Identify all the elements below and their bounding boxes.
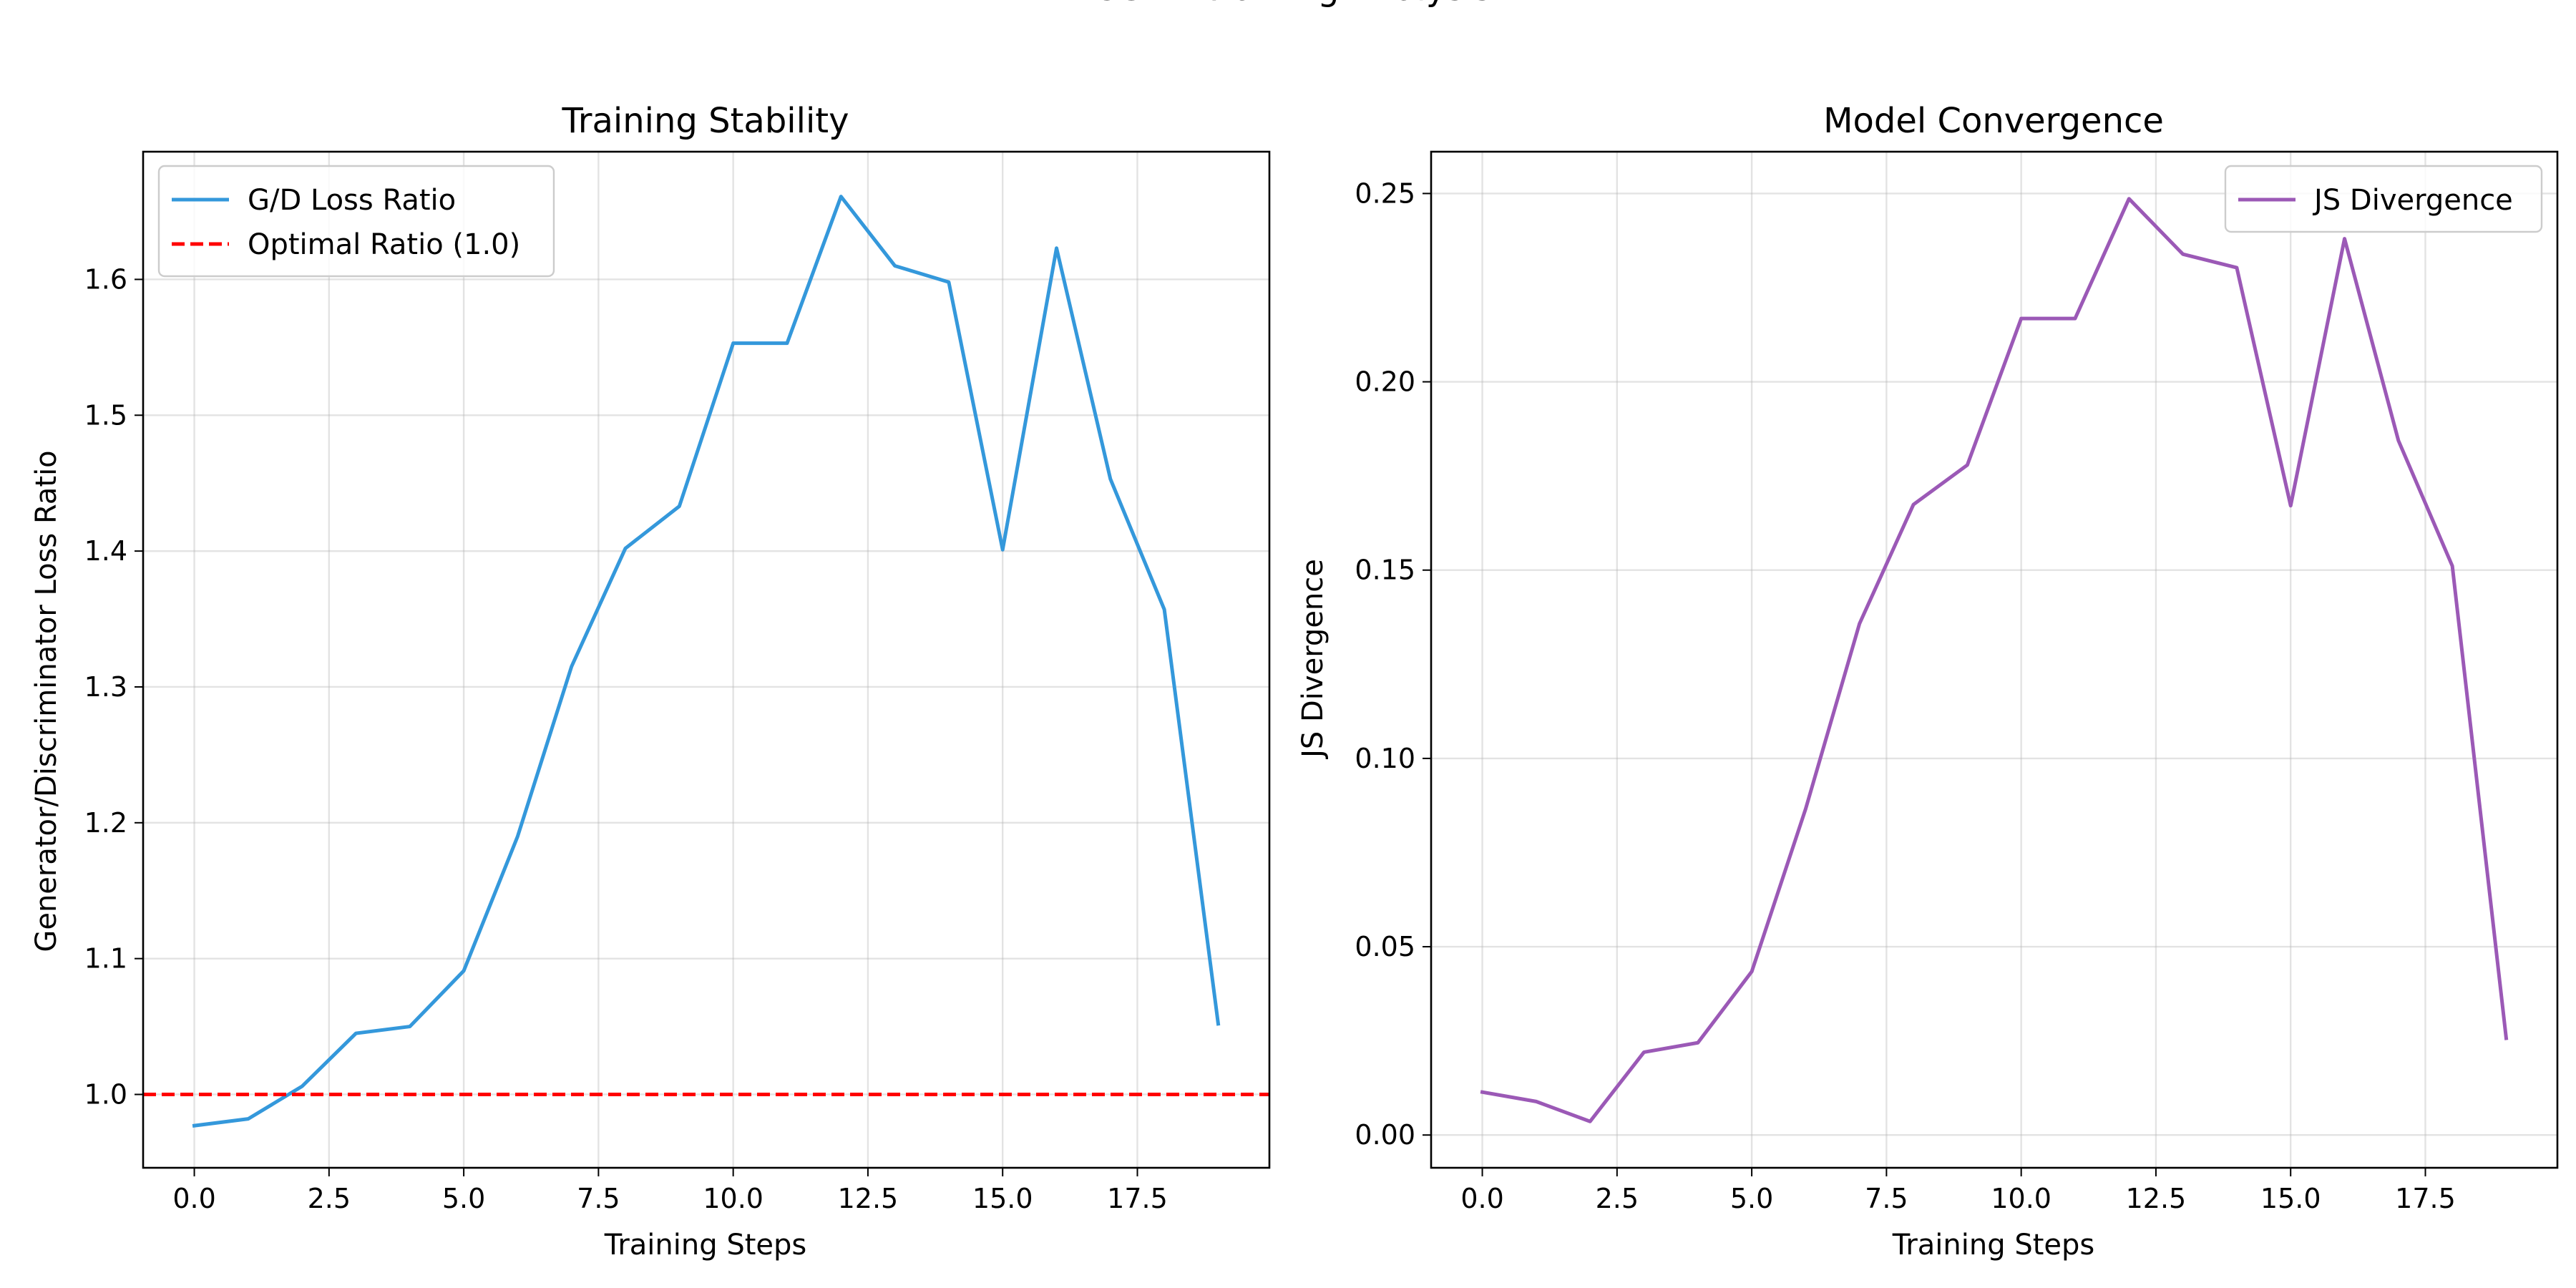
x-tick-label: 2.5 [1596, 1183, 1639, 1214]
chart-model-convergence: Model Convergence Training Steps JS Dive… [1297, 101, 2559, 1262]
chart-title: Model Convergence [1823, 101, 2164, 141]
figure-suptitle: CGAN Training Analysis [1093, 0, 1491, 9]
x-tick-label: 5.0 [442, 1183, 485, 1214]
x-tick-label: 12.5 [838, 1183, 899, 1214]
legend-label: G/D Loss Ratio [248, 184, 456, 217]
y-tick-label: 0.10 [1355, 743, 1415, 774]
y-tick-label: 1.5 [84, 399, 127, 431]
legend-frame [2224, 165, 2543, 233]
x-tick-label: 15.0 [972, 1183, 1033, 1214]
legend: JS Divergence [2224, 165, 2543, 233]
x-tick-label: 15.0 [2260, 1183, 2321, 1214]
y-tick-label: 0.20 [1355, 366, 1415, 398]
legend-label: JS Divergence [2312, 184, 2513, 217]
legend-frame [157, 165, 555, 278]
x-tick-label: 17.5 [1107, 1183, 1168, 1214]
legend-label: Optimal Ratio (1.0) [248, 228, 520, 261]
y-tick-label: 0.05 [1355, 931, 1415, 962]
x-tick-label: 5.0 [1730, 1183, 1773, 1214]
x-tick-label: 10.0 [703, 1183, 763, 1214]
axes-frame [142, 150, 1271, 1169]
y-tick-label: 0.25 [1355, 177, 1415, 209]
y-tick-label: 1.4 [84, 535, 127, 567]
y-tick-label: 1.3 [84, 671, 127, 703]
x-tick-label: 2.5 [308, 1183, 351, 1214]
chart-title: Training Stability [561, 101, 849, 141]
y-tick-label: 0.00 [1355, 1119, 1415, 1151]
x-tick-label: 7.5 [1865, 1183, 1908, 1214]
x-axis-label: Training Steps [604, 1229, 806, 1262]
x-tick-label: 0.0 [1460, 1183, 1503, 1214]
y-tick-label: 1.0 [84, 1078, 127, 1110]
y-axis-label: JS Divergence [1297, 559, 1330, 760]
x-axis-label: Training Steps [1892, 1229, 2094, 1262]
series-line [1480, 197, 2509, 1123]
x-tick-label: 12.5 [2126, 1183, 2187, 1214]
x-tick-label: 17.5 [2395, 1183, 2456, 1214]
series-line [192, 195, 1221, 1128]
chart-training-stability: Training Stability Training Steps Genera… [30, 101, 1271, 1262]
x-tick-label: 10.0 [1991, 1183, 2051, 1214]
axes-frame [1430, 150, 2559, 1169]
y-axis-label: Generator/Discriminator Loss Ratio [30, 450, 63, 952]
x-tick-label: 7.5 [577, 1183, 620, 1214]
y-tick-label: 1.6 [84, 263, 127, 295]
legend: G/D Loss Ratio Optimal Ratio (1.0) [157, 165, 555, 278]
x-tick-label: 0.0 [172, 1183, 215, 1214]
y-tick-label: 0.15 [1355, 555, 1415, 586]
y-tick-label: 1.1 [84, 943, 127, 975]
y-tick-label: 1.2 [84, 807, 127, 839]
